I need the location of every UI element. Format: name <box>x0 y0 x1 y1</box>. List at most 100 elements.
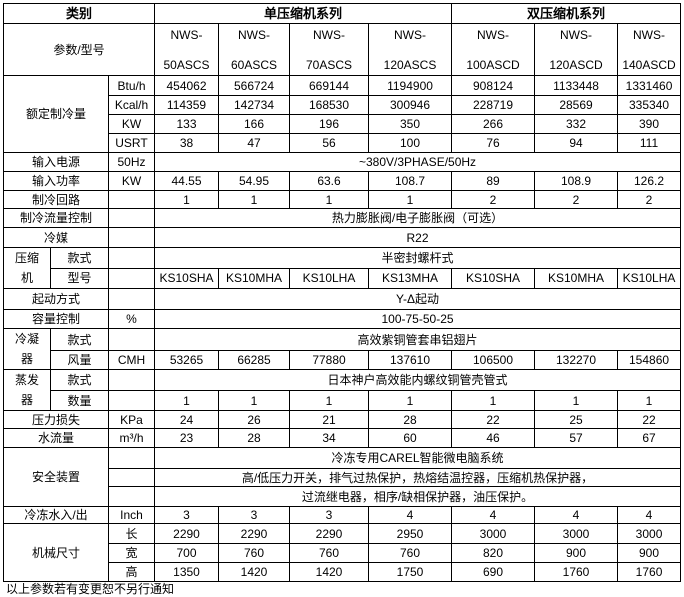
value-cell: 1194900 <box>367 75 453 96</box>
unit-cell: 高 <box>108 562 155 582</box>
value-cell: 1420 <box>289 562 369 582</box>
unit-cell: KPa <box>108 410 155 429</box>
value-cell: 900 <box>617 543 682 563</box>
model-code: 60ASCS <box>230 57 278 72</box>
condenser-air-row: 风量 CMH 53265 66285 77880 137610 106500 132270 15… <box>4 350 682 370</box>
value-cell: 3 <box>289 506 369 524</box>
starting-row: 起动方式 Y-Δ起动 <box>3 288 682 310</box>
model-header: NWS- 120ASCD <box>534 23 619 76</box>
value-cell: 60 <box>367 428 453 448</box>
compressor-type-row: 压缩机 款式 半密封螺杆式 <box>3 247 682 289</box>
model-code: 100ASCD <box>466 57 520 72</box>
value-cell: 669144 <box>289 75 369 96</box>
condenser-type-row: 冷凝器 款式 高效紫铜管套串铝翅片 <box>3 327 682 370</box>
unit-cell <box>108 247 155 269</box>
value-cell: 26 <box>218 410 290 429</box>
value-cell: 1 <box>367 190 453 209</box>
value-cell: 77880 <box>289 350 369 370</box>
cooling-capacity-row: Kcal/h 114359 142734 168530 300946 228719 2856… <box>4 95 682 115</box>
safety-line: 冷冻专用CAREL智能微电脑系统 <box>153 447 682 469</box>
condenser-air-label: 风量 <box>50 350 109 370</box>
value-cell: 21 <box>289 410 369 429</box>
unit-cell: KW <box>108 171 155 191</box>
value-cell: 166 <box>218 114 290 134</box>
value-cell: 1750 <box>367 562 453 582</box>
chilled-water-row: 冷冻水入/出 Inch 3 3 3 4 4 4 4 <box>3 506 682 524</box>
pressure-loss-label: 压力损失 <box>3 410 109 429</box>
value-cell: 23 <box>154 428 219 448</box>
compressor-label-text: 压缩机 <box>14 251 39 285</box>
unit-cell <box>108 190 155 209</box>
value-cell: 4 <box>534 506 619 524</box>
compressor-model-cell: KS10MHA <box>218 267 290 289</box>
compressor-model-cell: KS10LHA <box>289 267 369 289</box>
model-prefix: NWS- <box>633 27 666 42</box>
value-cell: 1760 <box>617 562 682 582</box>
value-cell: 350 <box>367 114 453 134</box>
value-cell: 4 <box>617 506 682 524</box>
value-cell: 1 <box>154 390 219 411</box>
compressor-type-value: 半密封螺杆式 <box>153 247 682 269</box>
condenser-type-value: 高效紫铜管套串铝翅片 <box>153 327 682 352</box>
input-power-label: 输入功率 <box>3 171 109 191</box>
value-cell: 266 <box>451 114 536 134</box>
cooling-capacity-row: KW 133 166 196 350 266 332 390 <box>4 114 682 134</box>
value-cell: 1350 <box>154 562 219 582</box>
unit-cell <box>108 468 155 487</box>
model-prefix: NWS- <box>560 27 593 42</box>
chilled-water-label: 冷冻水入/出 <box>3 506 109 524</box>
dimensions-row: 机械尺寸长 2290 2290 2290 2950 3000 3000 3000 <box>3 523 682 582</box>
value-cell: 454062 <box>154 75 219 96</box>
value-cell: 2 <box>534 190 619 209</box>
value-cell: 820 <box>451 543 536 563</box>
safety-label: 安全装置 <box>3 447 109 507</box>
power-supply-row: 输入电源 50Hz ~380V/3PHASE/50Hz <box>3 152 682 172</box>
value-cell: 114359 <box>154 95 219 115</box>
compressor-model-row: 型号 KS10SHA KS10MHA KS10LHA KS13MHA KS10SHA KS1… <box>4 267 682 289</box>
value-cell: 22 <box>451 410 536 429</box>
starting-label: 起动方式 <box>3 288 109 310</box>
value-cell: 94 <box>534 133 619 153</box>
compressor-model-cell: KS10SHA <box>154 267 219 289</box>
value-cell: 137610 <box>367 350 453 370</box>
value-cell: 44.55 <box>154 171 219 191</box>
cooling-capacity-row: USRT 38 47 56 100 76 94 111 <box>4 133 682 153</box>
evaporator-type-value: 日本神户高效能内螺纹铜管壳管式 <box>153 368 682 392</box>
value-cell: 1133448 <box>534 75 619 96</box>
compressor-model-label: 型号 <box>50 267 109 289</box>
model-prefix: NWS- <box>313 27 345 42</box>
capacity-control-row: 容量控制% 100-75-50-25 <box>3 309 682 329</box>
model-code: 70ASCS <box>305 57 353 72</box>
value-cell: 228719 <box>451 95 536 115</box>
power-supply-label: 输入电源 <box>3 152 109 172</box>
value-cell: 900 <box>534 543 619 563</box>
model-code: 120ASCD <box>549 57 603 72</box>
power-supply-value: ~380V/3PHASE/50Hz <box>153 152 682 172</box>
value-cell: 89 <box>451 171 536 191</box>
category-label: 类别 <box>3 3 155 24</box>
circuits-row: 制冷回路 1 1 1 1 2 2 2 <box>3 190 682 209</box>
model-header: NWS- 60ASCS <box>218 23 290 76</box>
value-cell: 1 <box>451 390 536 411</box>
refrigerant-row: 冷媒 R22 <box>3 227 682 248</box>
value-cell: 300946 <box>367 95 453 115</box>
value-cell: 1 <box>154 190 219 209</box>
value-cell: 1 <box>289 190 369 209</box>
flow-control-label: 制冷流量控制 <box>3 208 109 228</box>
unit-cell: Btu/h <box>108 75 155 96</box>
value-cell: 126.2 <box>617 171 682 191</box>
circuits-label: 制冷回路 <box>3 190 109 209</box>
value-cell: 28 <box>218 428 290 448</box>
value-cell: 168530 <box>289 95 369 115</box>
unit-cell <box>108 390 155 411</box>
value-cell: 46 <box>451 428 536 448</box>
model-prefix: NWS- <box>170 27 203 42</box>
model-header: NWS- 50ASCS <box>154 23 219 76</box>
value-cell: 28 <box>367 410 453 429</box>
value-cell: 2290 <box>218 523 290 544</box>
unit-cell <box>108 288 155 310</box>
value-cell: 38 <box>154 133 219 153</box>
value-cell: 3000 <box>451 523 536 544</box>
model-code: 50ASCS <box>163 57 210 72</box>
safety-row: 安全装置 冷冻专用CAREL智能微电脑系统 <box>3 447 682 507</box>
